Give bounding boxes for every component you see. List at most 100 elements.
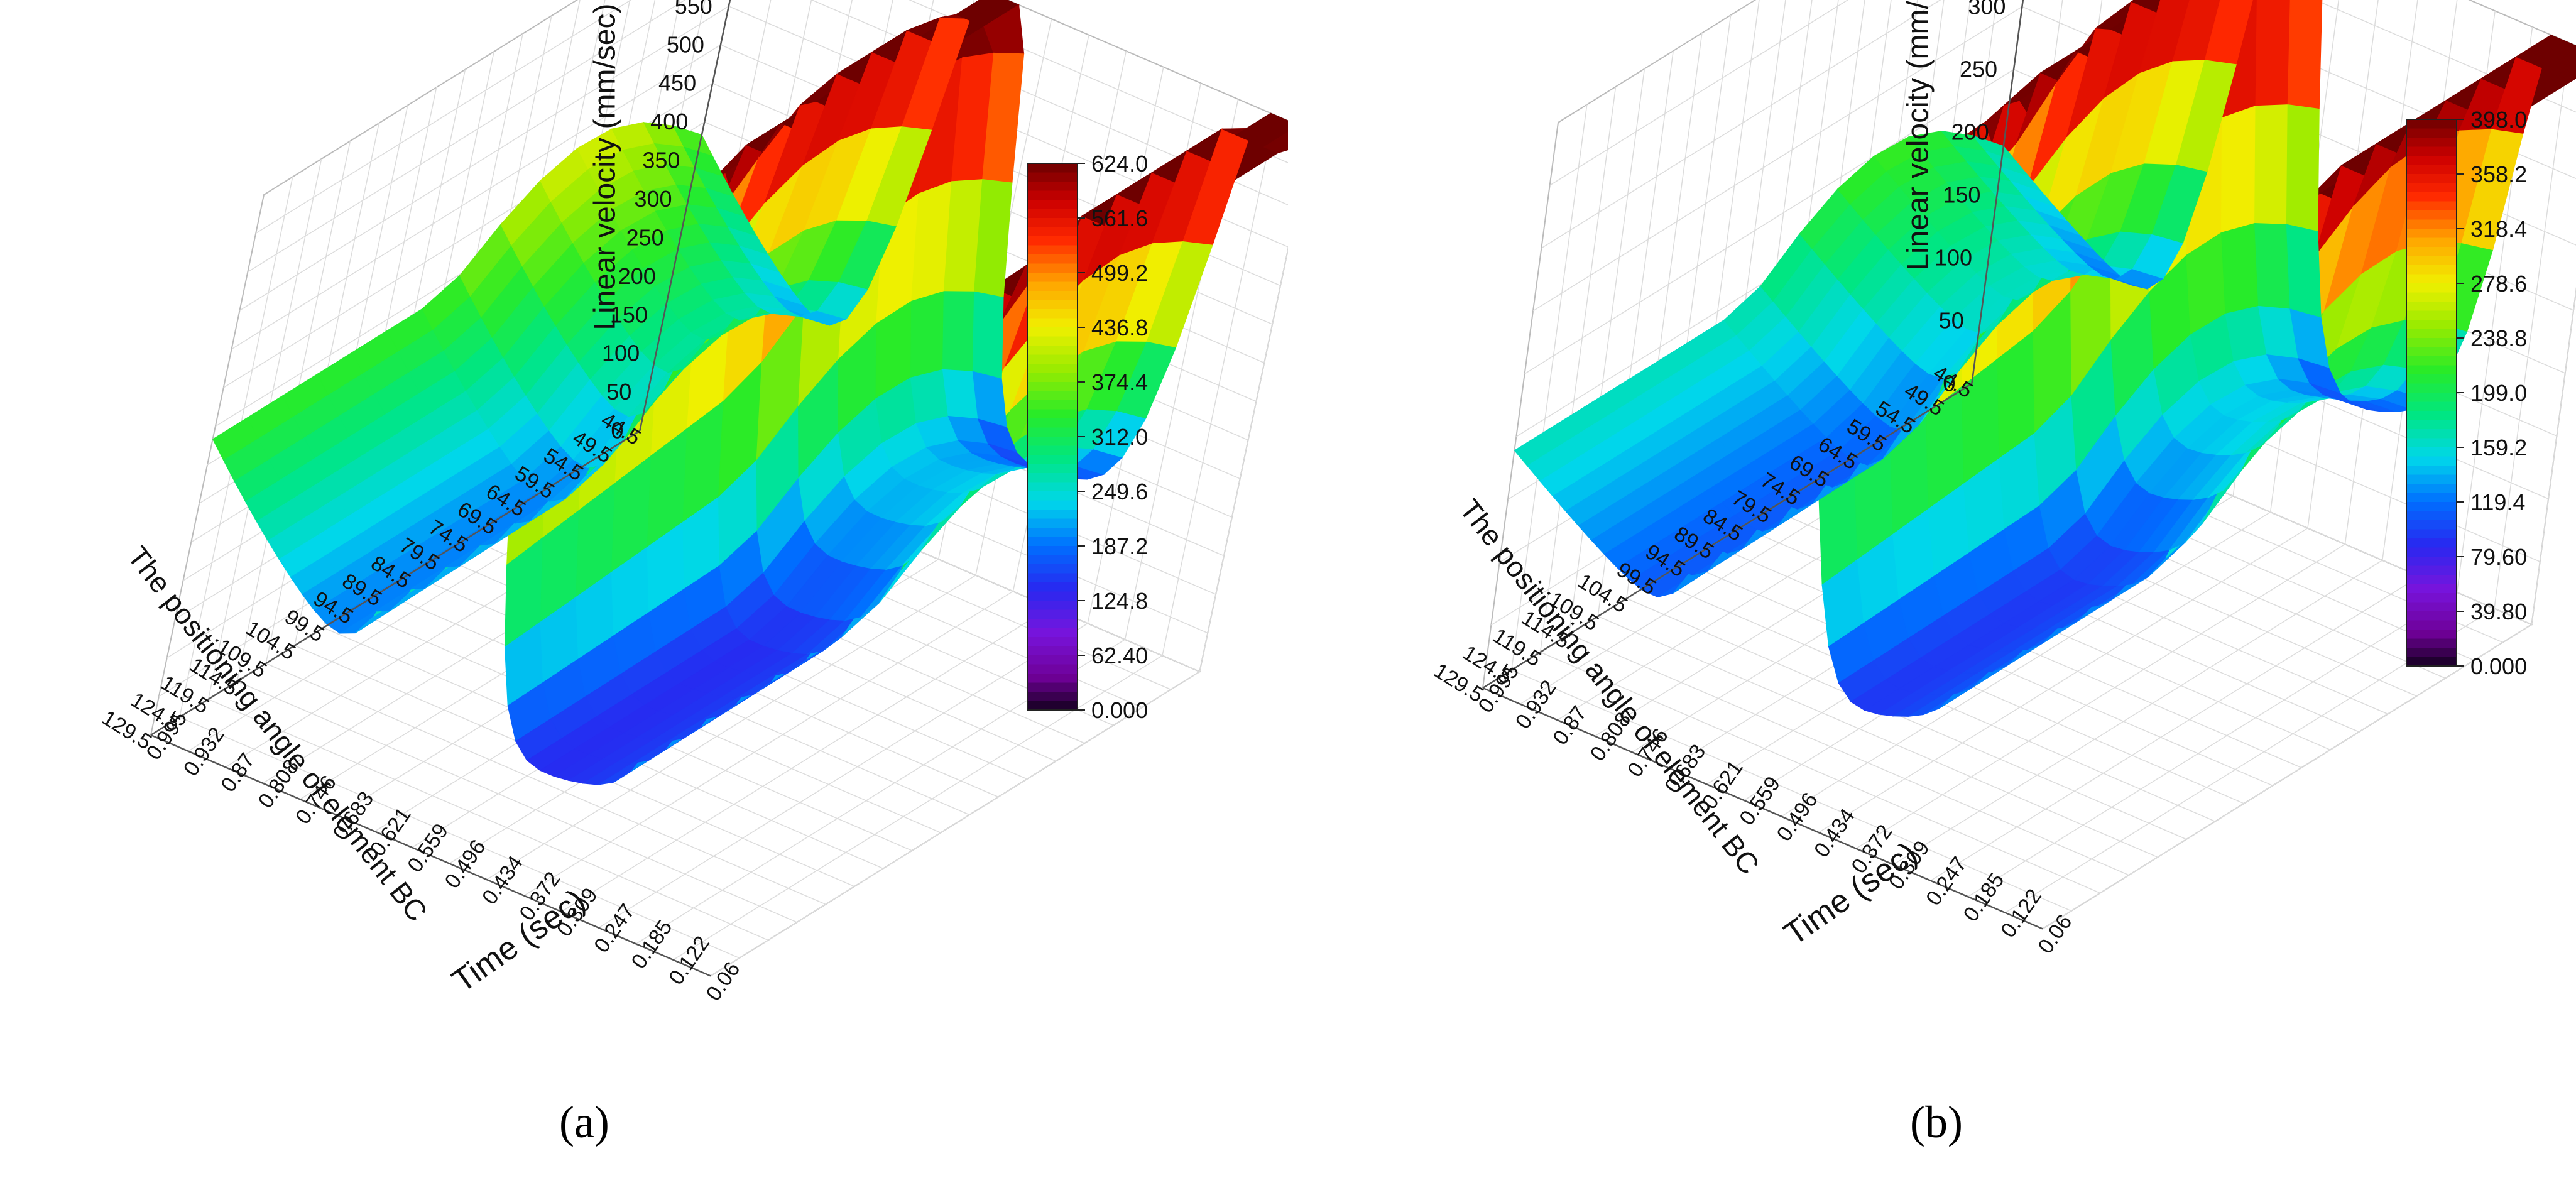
- colorbar-band: [1027, 664, 1078, 674]
- colorbar-band: [2406, 256, 2457, 266]
- z-axis-title: Linear velocity (mm/sec): [1901, 0, 1935, 271]
- angle-axis-line: [1482, 383, 1973, 689]
- colorbar-band: [2406, 128, 2457, 138]
- colorbar-tick-label: 79.60: [2470, 544, 2527, 570]
- colorbar-tick-label: 187.2: [1091, 533, 1148, 559]
- colorbar-band: [1027, 546, 1078, 556]
- colorbar-band: [1027, 209, 1078, 219]
- colorbar-band: [1027, 281, 1078, 292]
- colorbar-band: [1027, 300, 1078, 310]
- colorbar-tick-label: 199.0: [2470, 380, 2527, 406]
- surface-patch: [2255, 0, 2291, 107]
- colorbar-band: [2406, 611, 2457, 621]
- colorbar-tick-label: 436.8: [1091, 315, 1148, 341]
- surface-patch: [910, 369, 949, 424]
- colorbar-band: [1027, 591, 1078, 601]
- colorbar-band: [1027, 409, 1078, 419]
- colorbar-band: [2406, 374, 2457, 384]
- colorbar-band: [1027, 628, 1078, 638]
- colorbar-band: [2406, 447, 2457, 457]
- colorbar-band: [2406, 183, 2457, 193]
- z-tick-label: 150: [610, 302, 648, 327]
- colorbar-tick-label: 398.0: [2470, 107, 2527, 133]
- colorbar-band: [2406, 538, 2457, 548]
- z-tick-label: 350: [642, 148, 680, 173]
- colorbar-band: [1027, 445, 1078, 455]
- colorbar-band: [1027, 655, 1078, 665]
- colorbar-band: [2406, 420, 2457, 430]
- colorbar-band: [2406, 219, 2457, 229]
- colorbar-band: [2406, 146, 2457, 156]
- colorbar-band: [1027, 200, 1078, 210]
- colorbar-band: [1027, 701, 1078, 711]
- colorbar-tick-label: 318.4: [2470, 216, 2527, 242]
- colorbar-band: [1027, 273, 1078, 283]
- colorbar-band: [1027, 637, 1078, 647]
- colorbar-band: [2406, 620, 2457, 630]
- colorbar-band: [2406, 201, 2457, 211]
- colorbar-band: [1027, 692, 1078, 702]
- colorbar-band: [1027, 455, 1078, 465]
- surface-patch: [2286, 104, 2320, 232]
- colorbar-band: [2406, 365, 2457, 375]
- colorbar-tick-label: 0.000: [2470, 653, 2527, 679]
- z-tick-label: 500: [667, 31, 704, 57]
- colorbar-tick-label: 39.80: [2470, 599, 2527, 624]
- colorbar-tick-label: 312.0: [1091, 424, 1148, 450]
- z-axis-line: [1971, 0, 2024, 384]
- z-tick-label: 200: [1951, 119, 1989, 145]
- z-tick-label: 0: [611, 418, 623, 444]
- colorbar-band: [2406, 648, 2457, 658]
- colorbar-band: [2406, 429, 2457, 439]
- z-tick-label: 300: [634, 186, 672, 212]
- colorbar-tick-label: 119.4: [2470, 489, 2525, 515]
- colorbar-band: [1027, 182, 1078, 192]
- colorbar-band: [2406, 602, 2457, 612]
- colorbar-band: [2406, 174, 2457, 184]
- z-tick-label: 50: [1939, 308, 1964, 334]
- colorbar-band: [1027, 646, 1078, 656]
- colorbar-band: [2406, 401, 2457, 412]
- surface-patch: [2221, 105, 2256, 233]
- z-tick-label: 200: [618, 263, 656, 289]
- colorbar-band: [1027, 318, 1078, 328]
- colorbar-band: [2406, 657, 2457, 667]
- colorbar-band: [1027, 674, 1078, 684]
- time-axis-title: Time (sec): [1777, 835, 1924, 952]
- surface-patch: [2138, 0, 2190, 74]
- colorbar-tick-label: 124.8: [1091, 588, 1148, 614]
- colorbar-band: [1027, 163, 1078, 173]
- colorbar-band: [1027, 418, 1078, 428]
- colorbar-band: [2406, 229, 2457, 239]
- colorbar-band: [1027, 528, 1078, 538]
- colorbar-band: [1027, 291, 1078, 301]
- colorbar-band: [1027, 336, 1078, 346]
- colorbar-band: [1027, 327, 1078, 337]
- colorbar-band: [2406, 138, 2457, 148]
- colorbar-band: [1027, 236, 1078, 246]
- chart-panel-b: 050100150200250300350400Linear velocity …: [1288, 0, 2576, 1178]
- colorbar: 624.0 561.6 499.2 436.8 374.4 312.0 249.6 187.2…: [1027, 151, 1148, 723]
- surface: [1514, 0, 2576, 717]
- colorbar-band: [1027, 555, 1078, 565]
- colorbar-band: [2406, 529, 2457, 539]
- z-axis-line: [639, 0, 731, 431]
- time-axis-title: Time (sec): [445, 882, 592, 1000]
- colorbar-band: [2406, 575, 2457, 585]
- colorbar-band: [1027, 391, 1078, 401]
- colorbar-band: [1027, 564, 1078, 574]
- colorbar-tick-label: 624.0: [1091, 151, 1148, 177]
- colorbar-band: [2406, 638, 2457, 648]
- colorbar-band: [2406, 456, 2457, 466]
- surface-patch: [942, 291, 975, 372]
- caption-b: (b): [1910, 1097, 1963, 1147]
- colorbar-band: [1027, 573, 1078, 583]
- colorbar-band: [1027, 227, 1078, 237]
- colorbar-band: [1027, 218, 1078, 228]
- colorbar-band: [1027, 263, 1078, 273]
- colorbar-band: [2406, 565, 2457, 575]
- colorbar-band: [1027, 172, 1078, 182]
- colorbar-band: [1027, 382, 1078, 392]
- colorbar-band: [1027, 427, 1078, 437]
